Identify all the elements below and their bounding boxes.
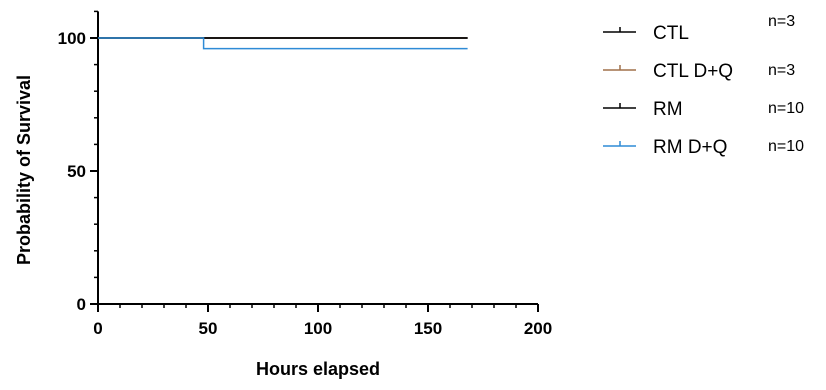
x-tick-label: 0 xyxy=(93,319,102,338)
x-tick-label: 100 xyxy=(304,319,332,338)
x-tick-label: 50 xyxy=(199,319,218,338)
y-axis-title: Probability of Survival xyxy=(14,75,34,265)
axes xyxy=(97,11,538,304)
series-line-rm-d-q xyxy=(98,38,468,49)
x-axis-title: Hours elapsed xyxy=(256,359,380,379)
legend-label-rm-d-q: RM D+Q xyxy=(653,137,727,158)
legend-n-rm-d-q: n=10 xyxy=(768,138,804,155)
y-tick-label: 0 xyxy=(77,295,86,314)
legend-n-ctl-d-q: n=3 xyxy=(768,62,795,79)
y-tick-label: 100 xyxy=(58,29,86,48)
ticks: 0 50 100 0 50 100 150 200 xyxy=(58,11,553,338)
legend-n-rm: n=10 xyxy=(768,100,804,117)
legend-label-ctl-d-q: CTL D+Q xyxy=(653,61,733,82)
y-tick-label: 50 xyxy=(67,162,86,181)
legend-label-ctl: CTL xyxy=(653,23,689,44)
series-layer xyxy=(98,38,468,49)
legend-label-rm: RM xyxy=(653,99,683,120)
x-tick-label: 200 xyxy=(524,319,552,338)
legend: CTL n=3 CTL D+Q n=3 RM n=10 RM D+Q n=10 xyxy=(603,13,804,158)
legend-n-ctl: n=3 xyxy=(768,13,795,30)
x-tick-label: 150 xyxy=(414,319,442,338)
